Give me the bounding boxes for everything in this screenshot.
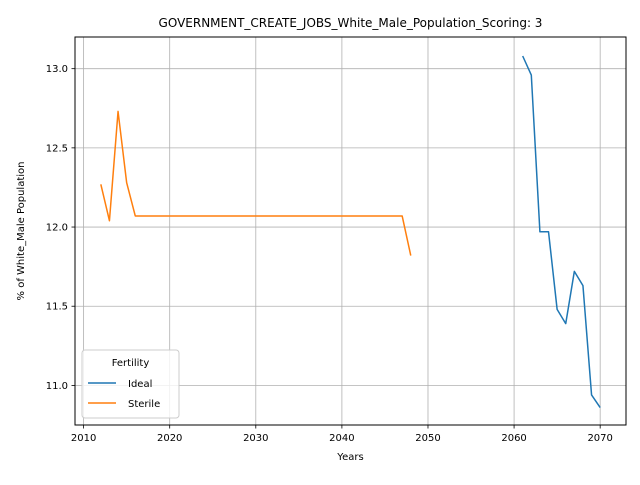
series-line-sterile: [100, 110, 412, 256]
chart-title: GOVERNMENT_CREATE_JOBS_White_Male_Popula…: [159, 16, 543, 30]
axis-ticks: 2010 2020 2030 2040 2050 2060 2070 11.0 11.5 12.0…: [46, 64, 613, 444]
legend-box: [81, 349, 180, 419]
legend-title: Fertility: [112, 358, 150, 369]
series-line-ideal: [522, 55, 601, 409]
legend: Fertility Ideal Sterile: [81, 349, 180, 419]
y-tick-label: 12.5: [46, 143, 68, 154]
y-tick-label: 12.0: [46, 223, 68, 234]
plot-area-frame: [74, 36, 627, 426]
legend-entries: Ideal Sterile: [88, 379, 160, 410]
legend-label-sterile: Sterile: [128, 399, 160, 410]
x-tick-label: 2010: [71, 433, 96, 444]
x-tick-label: 2070: [587, 433, 612, 444]
x-tick-label: 2050: [415, 433, 440, 444]
x-tick-label: 2020: [157, 433, 182, 444]
y-tick-label: 11.0: [46, 381, 68, 392]
x-axis-label: Years: [336, 452, 363, 463]
x-tick-label: 2030: [243, 433, 268, 444]
legend-label-ideal: Ideal: [128, 379, 152, 390]
y-axis-label: % of White_Male Population: [16, 162, 27, 301]
y-tick-label: 11.5: [46, 302, 68, 313]
x-tick-label: 2060: [501, 433, 526, 444]
y-tick-label: 13.0: [46, 64, 68, 75]
series-lines: [100, 55, 601, 409]
x-tick-label: 2040: [329, 433, 354, 444]
